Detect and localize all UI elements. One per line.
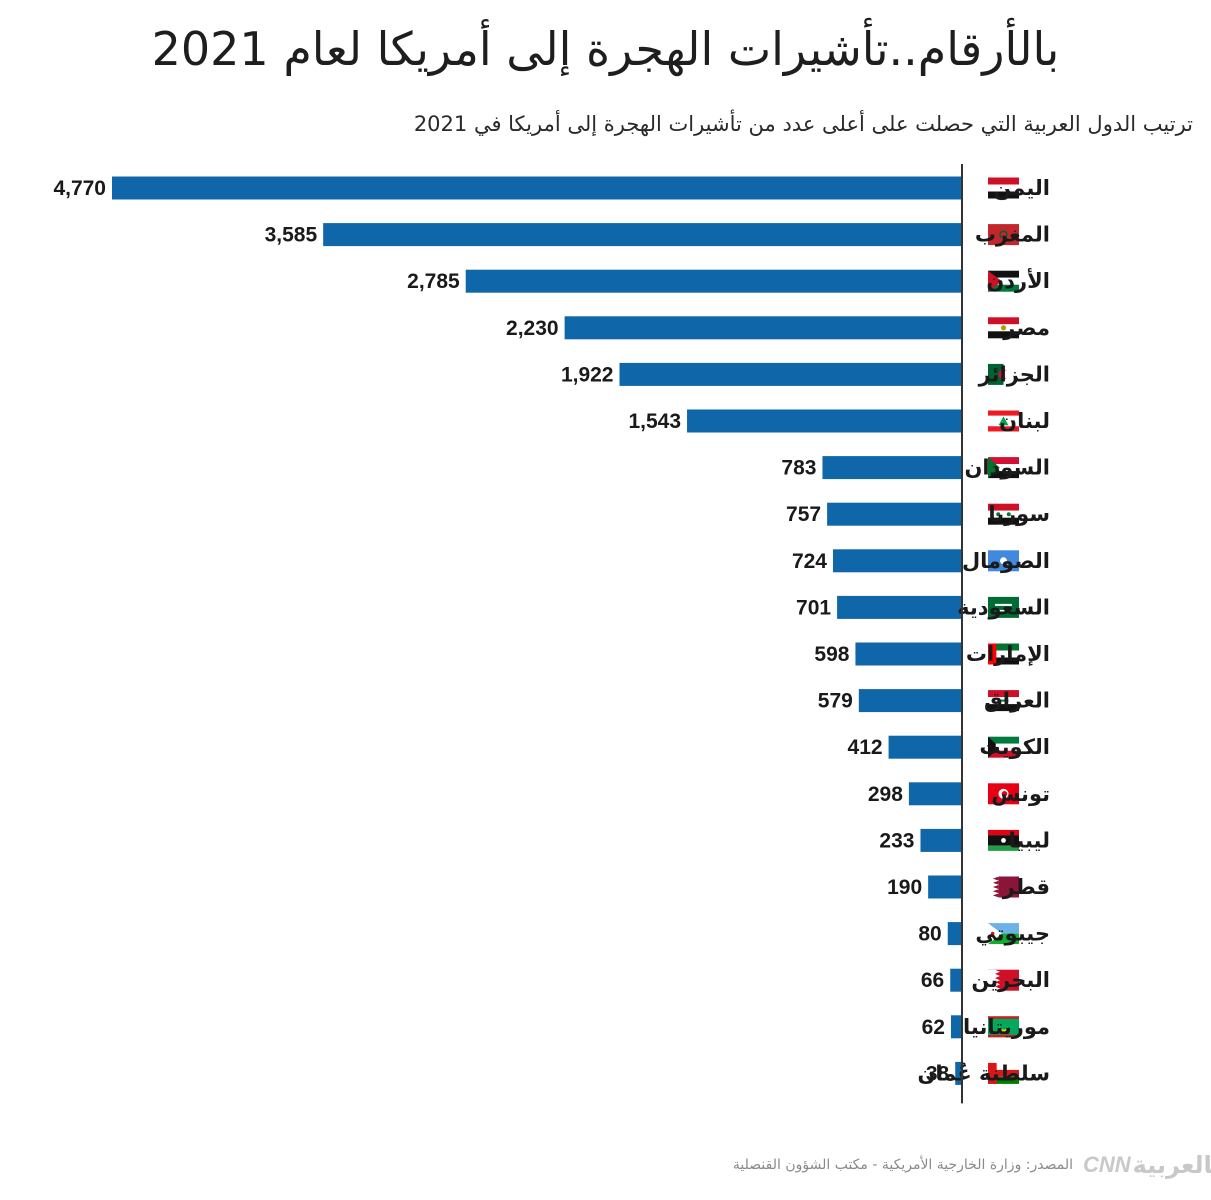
morocco-flag	[988, 224, 1019, 246]
algeria-flag	[988, 363, 1019, 385]
uae-flag	[988, 643, 1019, 665]
category-label: قطر	[1002, 875, 1050, 899]
bar	[687, 409, 962, 433]
category-label: البحرين	[971, 968, 1050, 992]
value-label: 724	[792, 550, 827, 573]
value-label: 80	[918, 923, 941, 946]
egypt-flag	[988, 317, 1019, 339]
value-label: 2,230	[506, 317, 559, 340]
sudan-flag	[988, 457, 1019, 479]
libya-flag	[988, 829, 1019, 851]
saudi-flag	[988, 596, 1019, 618]
bar	[564, 316, 962, 340]
value-label: 190	[887, 876, 922, 899]
category-label: ليبيا	[1009, 828, 1051, 852]
logo-brand-text: CNN	[1083, 1152, 1131, 1177]
somalia-flag	[988, 550, 1019, 572]
bar	[837, 595, 962, 619]
category-label: السعودية	[957, 595, 1050, 619]
yemen-flag	[988, 177, 1019, 199]
value-label: 233	[879, 829, 914, 852]
bar	[855, 642, 962, 666]
bar	[465, 269, 962, 293]
value-label: 412	[848, 736, 883, 759]
category-label: لبنان	[999, 409, 1050, 433]
bar	[858, 689, 962, 713]
value-label: 66	[921, 969, 944, 992]
category-label: المغرب	[975, 223, 1050, 247]
source-note: المصدر: وزارة الخارجية الأمريكية - مكتب …	[732, 1157, 1073, 1173]
category-label: الصومال	[962, 549, 1050, 573]
category-label: الكويت	[979, 735, 1050, 759]
bar	[908, 782, 962, 806]
value-label: 783	[781, 457, 816, 480]
category-label: الجزائر	[978, 362, 1050, 386]
chart-subtitle: ترتيب الدول العربية التي حصلت على أعلى ع…	[413, 112, 1193, 136]
bar	[928, 875, 962, 899]
value-label: 2,785	[407, 270, 460, 293]
value-label: 701	[796, 596, 831, 619]
logo-arabic-text: بالعربية	[1132, 1151, 1211, 1179]
bar	[323, 223, 962, 247]
iraq-flag	[988, 690, 1019, 712]
qatar-flag	[992, 876, 1019, 898]
cnn-arabic-logo: بالعربية CNN	[1083, 1148, 1211, 1182]
djibouti-flag	[988, 923, 1019, 945]
tunisia-flag	[988, 783, 1019, 805]
bar	[112, 176, 962, 200]
jordan-flag	[988, 270, 1019, 292]
category-label: تونس	[991, 782, 1050, 806]
bar	[832, 549, 962, 573]
value-label: 3,585	[265, 224, 318, 247]
value-label: 1,543	[628, 410, 681, 433]
value-label: 757	[786, 503, 821, 526]
bar	[920, 828, 962, 852]
bar-chart: 4,770 اليمن 3,585 المغرب 2,785 الأردن 2,230 مصر…	[53, 164, 1051, 1104]
bar	[950, 1015, 962, 1039]
category-label: الإمارات	[966, 642, 1050, 666]
value-label: 579	[818, 690, 853, 713]
category-label: سوريا	[988, 502, 1050, 526]
oman-flag	[988, 1062, 1019, 1084]
kuwait-flag	[988, 736, 1019, 758]
category-label: العراق	[984, 689, 1050, 713]
bahrain-flag	[988, 969, 1019, 991]
category-label: الأردن	[986, 267, 1050, 293]
bar	[827, 502, 962, 526]
bar	[947, 922, 962, 946]
category-label: موريتانيا	[963, 1015, 1050, 1039]
category-label: مصر	[1002, 316, 1050, 340]
syria-flag	[988, 503, 1019, 525]
bar	[888, 735, 962, 759]
value-label: 598	[814, 643, 849, 666]
category-label: جيبوتي	[975, 922, 1050, 946]
bar	[950, 968, 962, 992]
bar	[619, 362, 962, 386]
bar	[955, 1061, 962, 1085]
value-label: 38	[926, 1062, 950, 1085]
lebanon-flag	[988, 410, 1019, 432]
value-label: 4,770	[53, 177, 106, 200]
mauritania-flag	[988, 1016, 1019, 1038]
category-label: السودان	[964, 456, 1050, 480]
value-label: 298	[868, 783, 903, 806]
category-label: اليمن	[993, 176, 1050, 200]
value-label: 62	[922, 1016, 945, 1039]
chart-title: بالأرقام..تأشيرات الهجرة إلى أمريكا لعام…	[151, 22, 1060, 76]
value-label: 1,922	[561, 363, 614, 386]
bar	[822, 456, 962, 480]
category-label: سلطنة عُمان	[917, 1061, 1050, 1085]
